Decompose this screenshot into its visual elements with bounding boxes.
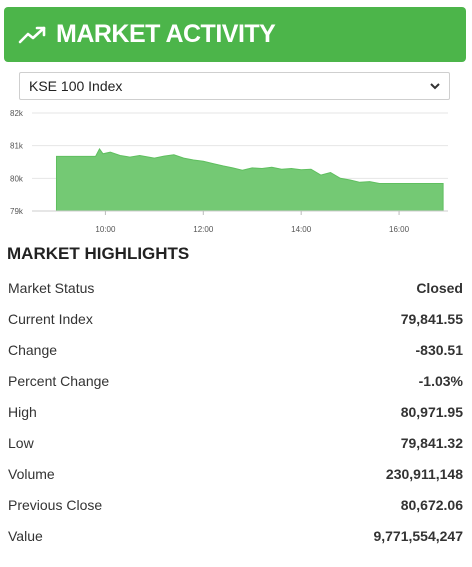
index-select-value: KSE 100 Index <box>29 78 123 94</box>
market-highlights-title: MARKET HIGHLIGHTS <box>7 244 190 263</box>
chevron-down-icon <box>430 83 440 90</box>
highlight-value: 79,841.55 <box>400 311 463 327</box>
highlight-label: Value <box>8 528 43 544</box>
y-tick-label: 79k <box>10 207 24 216</box>
highlight-value: -830.51 <box>415 342 463 358</box>
index-chart: 82k 81k 80k 79k 10:00 12:00 14:00 16:00 <box>10 109 448 234</box>
x-tick-label: 10:00 <box>95 225 116 234</box>
highlight-value: 79,841.32 <box>400 435 463 451</box>
index-area-series <box>55 147 444 212</box>
highlight-row: Percent Change -1.03% <box>8 369 463 393</box>
highlight-value: 80,971.95 <box>400 404 463 420</box>
highlight-row: Low 79,841.32 <box>8 431 463 455</box>
highlight-label: Previous Close <box>8 497 103 513</box>
highlight-row: High 80,971.95 <box>8 400 463 424</box>
highlight-row: Market Status Closed <box>8 276 463 300</box>
highlight-label: Volume <box>8 466 55 482</box>
highlight-label: Market Status <box>8 280 95 296</box>
highlight-value: 9,771,554,247 <box>373 528 463 544</box>
y-tick-label: 82k <box>10 109 24 118</box>
highlight-row: Change -830.51 <box>8 338 463 362</box>
trending-up-icon <box>18 26 46 43</box>
highlight-label: Percent Change <box>8 373 110 389</box>
highlight-label: Low <box>8 435 34 451</box>
highlight-row: Previous Close 80,672.06 <box>8 493 463 517</box>
y-tick-label: 81k <box>10 142 24 151</box>
highlight-label: Current Index <box>8 311 93 327</box>
index-select[interactable]: KSE 100 Index <box>19 72 450 100</box>
highlight-row: Value 9,771,554,247 <box>8 524 463 548</box>
header-title: MARKET ACTIVITY <box>56 20 276 48</box>
highlight-value: -1.03% <box>418 373 463 389</box>
highlight-value: 230,911,148 <box>385 466 463 482</box>
highlight-label: High <box>8 404 37 420</box>
highlight-row: Volume 230,911,148 <box>8 462 463 486</box>
x-tick-label: 16:00 <box>389 225 410 234</box>
market-activity-header: MARKET ACTIVITY <box>4 7 466 62</box>
highlight-row: Current Index 79,841.55 <box>8 307 463 331</box>
highlight-label: Change <box>8 342 58 358</box>
x-tick-label: 12:00 <box>193 225 214 234</box>
x-tick-label: 14:00 <box>291 225 312 234</box>
y-tick-label: 80k <box>10 174 24 183</box>
highlight-value: Closed <box>416 280 463 296</box>
highlight-value: 80,672.06 <box>400 497 463 513</box>
